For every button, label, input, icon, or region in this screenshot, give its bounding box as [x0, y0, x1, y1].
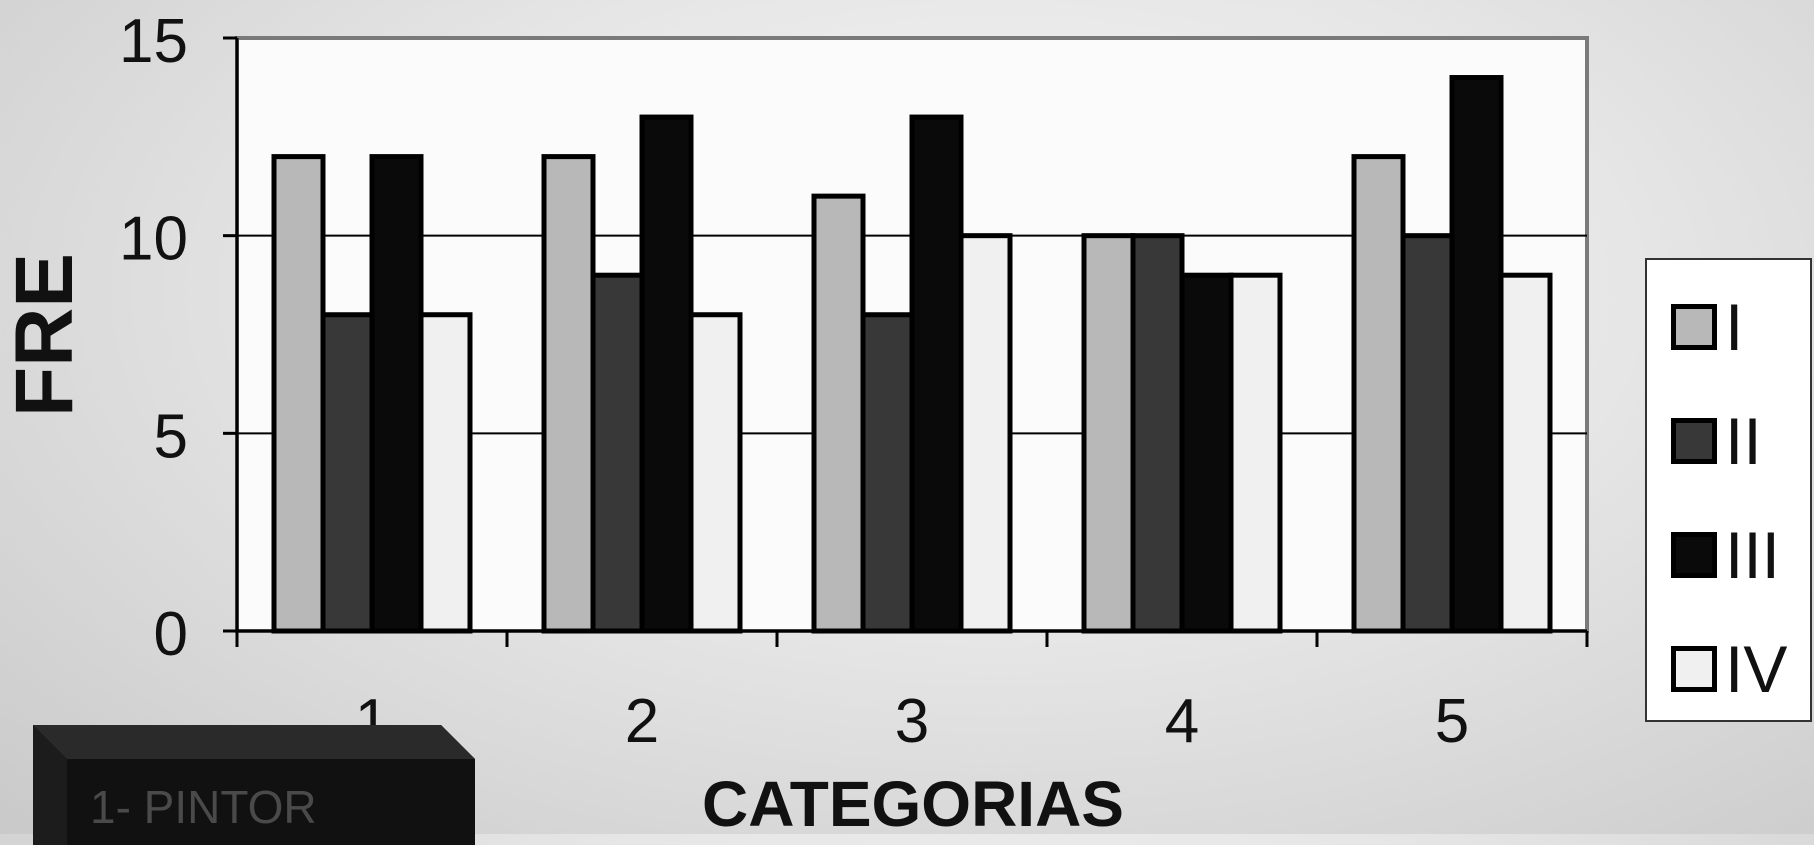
- bar-III-2: [639, 114, 694, 634]
- axes: [223, 36, 1589, 647]
- bar-IV-4: [1228, 272, 1283, 634]
- legend-swatch: [1671, 418, 1717, 464]
- legend-swatch: [1671, 304, 1717, 350]
- bar-II-3: [860, 312, 915, 634]
- bar-I-5: [1351, 154, 1406, 634]
- bar-III-5: [1449, 75, 1504, 634]
- bar-II-4: [1130, 233, 1185, 634]
- bar-IV-1: [418, 312, 473, 634]
- legend-swatch: [1671, 532, 1717, 578]
- note-box: 1- PINTOR: [33, 725, 475, 845]
- note-text: 1- PINTOR: [90, 781, 317, 833]
- bar-III-4: [1179, 272, 1234, 634]
- bar-IV-3: [958, 233, 1013, 634]
- legend-item: I: [1671, 292, 1743, 362]
- bar-II-1: [320, 312, 375, 634]
- x-tick-label: 4: [1165, 687, 1199, 756]
- legend-label: III: [1725, 518, 1781, 592]
- legend-label: I: [1725, 290, 1744, 364]
- note-box-shape: [33, 725, 475, 845]
- bar-III-3: [909, 114, 964, 634]
- legend-item: IV: [1671, 634, 1787, 704]
- bar-II-5: [1400, 233, 1455, 634]
- bar-I-3: [811, 193, 866, 634]
- y-tick-label: 0: [154, 600, 188, 669]
- x-axis-label: CATEGORIAS: [702, 768, 1124, 834]
- y-tick-label: 5: [154, 402, 188, 471]
- y-axis-label: FRE: [0, 253, 90, 417]
- legend-label: II: [1725, 404, 1762, 478]
- bar-I-1: [271, 154, 326, 634]
- bar-I-4: [1081, 233, 1136, 634]
- legend-swatch: [1671, 646, 1717, 692]
- bar-IV-2: [688, 312, 743, 634]
- legend-item: II: [1671, 406, 1762, 476]
- y-tick-labels: 0 5 10 15: [119, 7, 188, 669]
- x-tick-label: 3: [895, 687, 929, 756]
- legend-label: IV: [1725, 632, 1788, 706]
- legend: I II III IV: [1645, 258, 1812, 722]
- bar-III-1: [369, 154, 424, 634]
- legend-item: III: [1671, 520, 1780, 590]
- bar-IV-5: [1498, 272, 1553, 634]
- bar-II-2: [590, 272, 645, 634]
- y-tick-label: 15: [119, 7, 188, 76]
- bars: [271, 75, 1553, 634]
- bar-I-2: [541, 154, 596, 634]
- y-tick-label: 10: [119, 205, 188, 274]
- x-tick-label: 2: [625, 687, 659, 756]
- x-tick-label: 5: [1435, 687, 1469, 756]
